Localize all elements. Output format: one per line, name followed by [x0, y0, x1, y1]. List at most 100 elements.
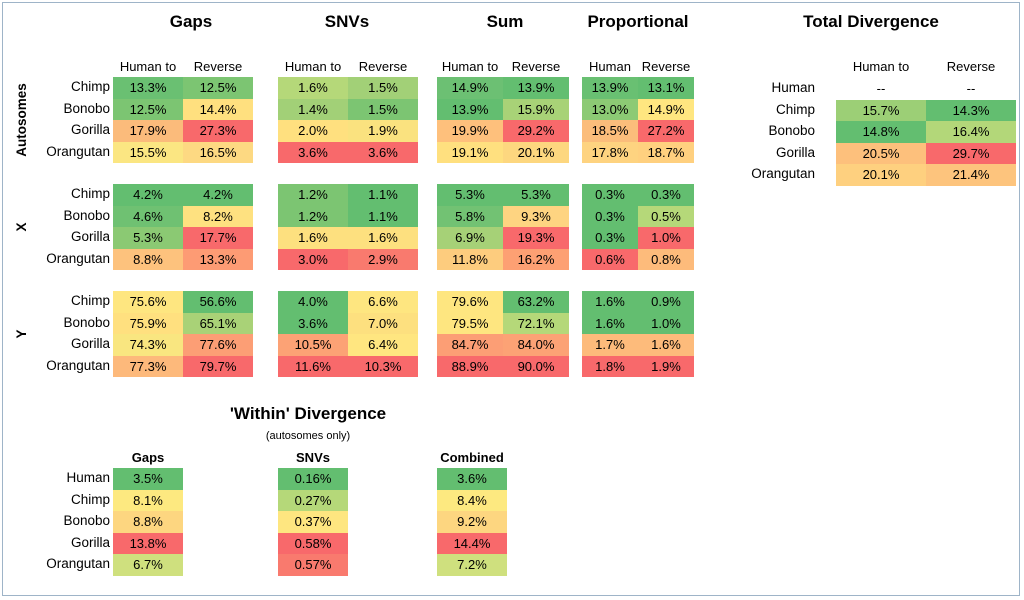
table-cell: 77.6%: [183, 334, 253, 356]
table-cell: 13.8%: [113, 532, 183, 554]
species-label: Bonobo: [63, 207, 110, 223]
table-cell: 13.3%: [183, 248, 253, 270]
table-cell: 8.1%: [113, 489, 183, 511]
table-cell: 3.6%: [348, 141, 418, 163]
table-cell: 13.9%: [503, 77, 569, 99]
species-label: Orangutan: [46, 357, 110, 373]
table-cell: 0.6%: [582, 248, 638, 270]
species-label: Bonobo: [63, 314, 110, 330]
table-cell: 56.6%: [183, 291, 253, 313]
group-title: SNVs: [324, 12, 370, 31]
table-cell: 1.9%: [638, 355, 694, 377]
table-cell: 8.8%: [113, 248, 183, 270]
species-label: Gorilla: [70, 534, 110, 550]
column-header: Reverse: [193, 59, 243, 74]
table-cell: 1.9%: [348, 120, 418, 142]
table-cell: 11.8%: [437, 248, 503, 270]
table-cell: 88.9%: [437, 355, 503, 377]
species-label: Gorilla: [70, 229, 110, 244]
table-cell: 21.4%: [926, 164, 1016, 186]
table-cell: 1.0%: [638, 227, 694, 249]
table-cell: 0.3%: [582, 227, 638, 249]
table-cell: 0.5%: [638, 205, 694, 227]
table-cell: 6.4%: [348, 334, 418, 356]
table-cell: 1.7%: [582, 334, 638, 356]
table-cell: 14.4%: [437, 532, 507, 554]
column-header: Human to: [284, 59, 342, 74]
table-cell: 16.2%: [503, 248, 569, 270]
species-label: Chimp: [775, 101, 815, 117]
table-cell: 15.7%: [836, 99, 926, 121]
species-label: Gorilla: [775, 144, 815, 160]
species-label: Bonobo: [63, 100, 110, 116]
species-label: Human: [771, 80, 815, 95]
table-cell: 0.3%: [582, 184, 638, 206]
table-cell: 15.5%: [113, 141, 183, 163]
table-cell: 4.0%: [278, 291, 348, 313]
table-cell: 14.4%: [183, 98, 253, 120]
table-cell: 13.0%: [582, 98, 638, 120]
species-label: Orangutan: [46, 556, 110, 571]
table-cell: 8.4%: [437, 489, 507, 511]
column-header: Human to: [852, 59, 910, 74]
table-cell: 12.5%: [183, 77, 253, 99]
table-cell: 3.5%: [113, 468, 183, 490]
total-divergence-title: Total Divergence: [803, 12, 939, 31]
table-cell: 19.1%: [437, 141, 503, 163]
table-cell: 0.16%: [278, 468, 348, 490]
table-cell: 17.7%: [183, 227, 253, 249]
table-cell: 8.2%: [183, 205, 253, 227]
group-title: Proportional: [587, 12, 689, 31]
table-cell: 10.5%: [278, 334, 348, 356]
table-cell: 0.3%: [582, 205, 638, 227]
table-cell: 0.58%: [278, 532, 348, 554]
table-cell: 20.5%: [836, 142, 926, 164]
table-cell: 3.6%: [278, 141, 348, 163]
table-cell: 90.0%: [503, 355, 569, 377]
table-cell: 6.9%: [437, 227, 503, 249]
column-header: Combined: [440, 450, 504, 465]
table-cell: 2.0%: [278, 120, 348, 142]
table-cell: 9.2%: [437, 511, 507, 533]
table-cell: 0.3%: [638, 184, 694, 206]
table-cell: 4.2%: [113, 184, 183, 206]
table-cell: 19.9%: [437, 120, 503, 142]
table-cell: 0.9%: [638, 291, 694, 313]
table-cell: 13.3%: [113, 77, 183, 99]
table-cell: 5.8%: [437, 205, 503, 227]
table-cell: 75.9%: [113, 312, 183, 334]
table-cell: 10.3%: [348, 355, 418, 377]
table-cell: 84.0%: [503, 334, 569, 356]
table-cell: 3.0%: [278, 248, 348, 270]
table-cell: 14.9%: [638, 98, 694, 120]
species-label: Human: [66, 470, 110, 485]
species-label: Bonobo: [63, 513, 110, 528]
table-cell: 1.5%: [348, 77, 418, 99]
table-cell: 6.6%: [348, 291, 418, 313]
table-cell: 15.9%: [503, 98, 569, 120]
table-cell: 77.3%: [113, 355, 183, 377]
table-cell: 5.3%: [437, 184, 503, 206]
within-divergence-subtitle: (autosomes only): [265, 430, 351, 442]
table-cell: 11.6%: [278, 355, 348, 377]
group-title: Sum: [486, 12, 524, 31]
column-header: Gaps: [131, 450, 165, 465]
table-cell: 14.8%: [836, 121, 926, 143]
table-cell: 4.6%: [113, 205, 183, 227]
table-cell: 1.1%: [348, 205, 418, 227]
table-cell: 29.2%: [503, 120, 569, 142]
table-cell: 14.9%: [437, 77, 503, 99]
species-label: Orangutan: [46, 250, 110, 266]
table-cell: 18.5%: [582, 120, 638, 142]
table-cell: 1.6%: [582, 291, 638, 313]
column-header: SNVs: [296, 450, 330, 465]
table-cell: 1.6%: [278, 227, 348, 249]
species-label: Orangutan: [751, 166, 815, 181]
table-cell: 7.2%: [437, 554, 507, 576]
table-cell: 17.8%: [582, 141, 638, 163]
table-cell: 3.6%: [278, 312, 348, 334]
table-cell: 5.3%: [503, 184, 569, 206]
table-cell: 65.1%: [183, 312, 253, 334]
species-label: Chimp: [70, 186, 110, 201]
species-label: Chimp: [70, 491, 110, 507]
